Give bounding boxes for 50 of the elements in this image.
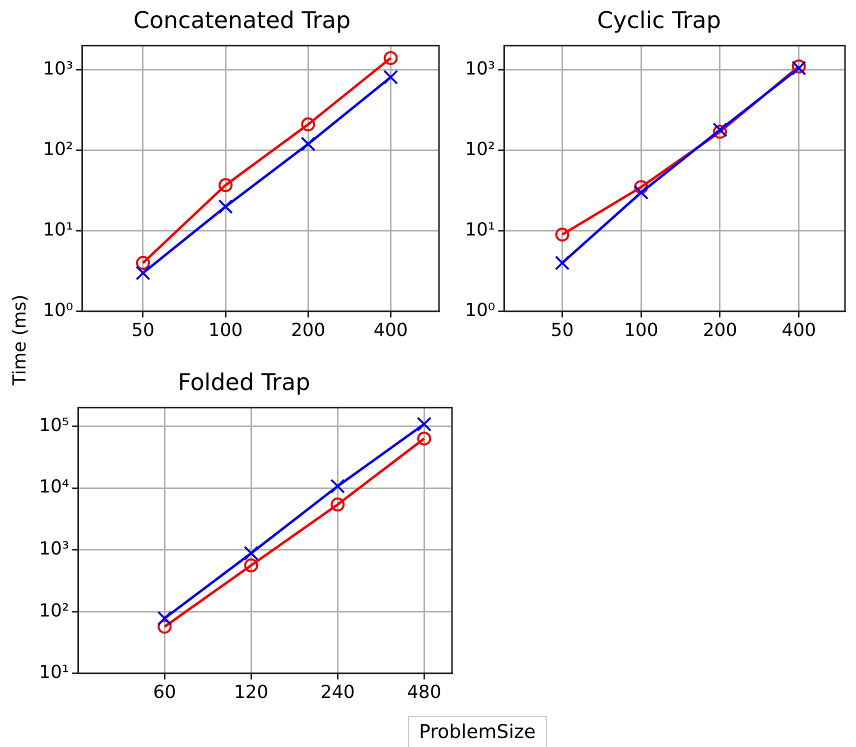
point xyxy=(136,256,150,270)
y-tick-label: 10⁰ xyxy=(464,300,496,322)
x-tick-label: 50 xyxy=(132,320,154,341)
x-tick-label: 240 xyxy=(320,682,355,703)
y-tick-label: 10³ xyxy=(42,58,74,80)
point xyxy=(384,51,398,66)
y-tick-label: 10³ xyxy=(38,538,70,560)
chart-title: Folded Trap xyxy=(178,370,310,396)
x-tick-label: 400 xyxy=(374,320,408,341)
point xyxy=(244,558,258,572)
point xyxy=(554,256,570,270)
y-tick-label: 10² xyxy=(464,139,496,160)
point xyxy=(158,620,172,634)
y-tick-label: 10⁰ xyxy=(42,300,74,322)
y-tick-label: 10² xyxy=(38,600,70,622)
point xyxy=(555,228,570,242)
point xyxy=(417,432,432,446)
x-tick-label: 200 xyxy=(290,320,326,341)
point xyxy=(244,546,258,561)
point xyxy=(330,478,346,494)
x-tick-label: 200 xyxy=(702,320,738,341)
point xyxy=(634,180,648,194)
x-tick-label: 50 xyxy=(550,320,574,341)
point xyxy=(301,117,316,132)
point xyxy=(634,185,648,200)
point xyxy=(218,199,233,214)
y-axis-title: Time (ms) xyxy=(10,294,30,386)
point xyxy=(136,266,150,280)
point xyxy=(218,178,233,192)
point xyxy=(157,610,172,626)
point xyxy=(330,498,345,512)
x-tick-label: 480 xyxy=(406,682,442,703)
x-axis-title: ProblemSize xyxy=(408,716,547,747)
y-tick-label: 10⁵ xyxy=(38,414,70,436)
point xyxy=(416,416,432,432)
chart-title: Cyclic Trap xyxy=(597,8,721,34)
y-tick-label: 10¹ xyxy=(38,662,70,684)
y-tick-label: 10¹ xyxy=(464,220,496,241)
y-tick-label: 10² xyxy=(42,139,74,160)
x-tick-label: 100 xyxy=(208,320,243,341)
y-tick-label: 10⁴ xyxy=(38,476,70,498)
y-tick-label: 10³ xyxy=(464,58,496,80)
point xyxy=(383,70,398,85)
x-tick-label: 400 xyxy=(782,320,816,341)
x-tick-label: 120 xyxy=(234,682,268,703)
x-tick-label: 100 xyxy=(624,320,658,341)
chart-title: Concatenated Trap xyxy=(133,8,351,34)
y-tick-label: 10¹ xyxy=(42,220,74,241)
point xyxy=(300,136,316,152)
x-tick-label: 60 xyxy=(153,682,176,703)
